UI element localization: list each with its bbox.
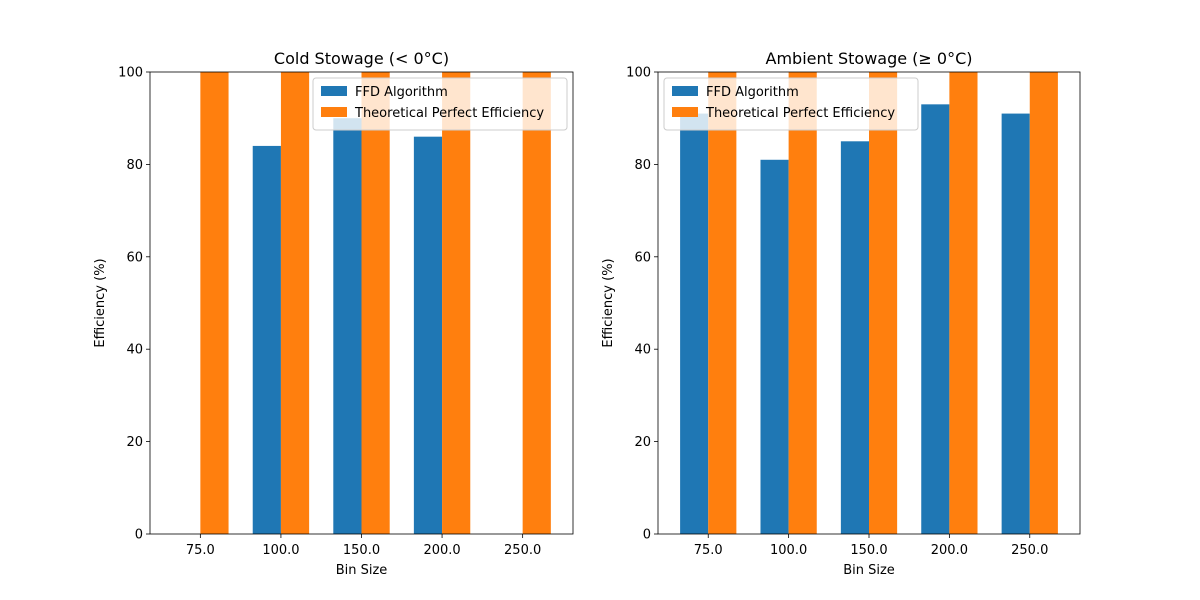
chart-title: Ambient Stowage (≥ 0°C) [766,49,973,68]
bar-ffd-75.0 [680,113,709,534]
y-tick-label: 100 [118,66,143,81]
legend-label: FFD Algorithm [355,85,448,100]
legend-swatch-theoretical [672,107,698,117]
legend-label: Theoretical Perfect Efficiency [354,106,544,121]
chart-panel-2: 0 20 40 60 80 100 75.0 100.0 150.0 200.0 250.0 Ambi… [601,49,1081,578]
x-tick-label: 75.0 [694,543,723,558]
legend: FFD Algorithm Theoretical Perfect Efficie… [312,77,568,131]
x-axis-label: Bin Size [336,563,388,578]
x-tick-label: 75.0 [186,543,215,558]
bar-theoretical-75.0 [708,72,737,534]
x-tick-label: 250.0 [1011,543,1048,558]
bar-theoretical-200.0 [442,72,471,534]
x-tick-label: 100.0 [262,543,299,558]
y-tick-label: 100 [626,66,651,81]
chart-panel-1: 0 20 40 60 80 100 75.0 100.0 150.0 200.0 250.0 Cold… [93,49,574,578]
chart-title: Cold Stowage (< 0°C) [274,49,449,68]
bar-theoretical-100.0 [280,72,310,534]
x-tick-label: 250.0 [504,543,541,558]
bar-ffd-150.0 [333,118,362,534]
bar-ffd-200.0 [921,104,950,534]
legend-label: Theoretical Perfect Efficiency [705,106,895,121]
x-tick-label: 150.0 [850,543,887,558]
y-tick-label: 60 [126,250,143,265]
x-tick-label: 200.0 [931,543,968,558]
y-tick-label: 20 [126,435,143,450]
bar-ffd-150.0 [840,141,869,535]
legend-swatch-ffd [672,86,698,96]
bar-theoretical-100.0 [788,72,817,534]
legend-swatch-theoretical [321,107,347,117]
bar-theoretical-150.0 [869,72,898,534]
x-axis-label: Bin Size [843,563,895,578]
bar-theoretical-250.0 [522,72,551,534]
y-axis-label: Efficiency (%) [93,258,108,347]
bar-theoretical-200.0 [949,72,978,534]
bar-ffd-250.0 [1001,113,1030,534]
y-tick-label: 40 [634,343,651,358]
x-tick-label: 100.0 [770,543,807,558]
legend-label: FFD Algorithm [706,85,799,100]
legend: FFD Algorithm Theoretical Perfect Efficie… [663,77,919,131]
y-tick-label: 0 [135,528,143,543]
y-tick-label: 80 [634,158,651,173]
bar-theoretical-75.0 [200,72,229,534]
x-tick-label: 200.0 [423,543,460,558]
bar-theoretical-250.0 [1029,72,1058,534]
y-tick-label: 80 [126,158,143,173]
bar-ffd-100.0 [252,145,281,535]
legend-swatch-ffd [321,86,347,96]
x-tick-label: 150.0 [343,543,380,558]
y-tick-label: 0 [643,528,651,543]
y-tick-label: 40 [126,343,143,358]
bar-ffd-100.0 [760,159,789,534]
legend-box [663,77,919,131]
bar-ffd-200.0 [413,136,443,534]
y-axis-label: Efficiency (%) [601,258,616,347]
bar-theoretical-150.0 [361,72,390,534]
y-tick-label: 60 [634,250,651,265]
legend-box [312,77,568,131]
y-tick-label: 20 [634,435,651,450]
